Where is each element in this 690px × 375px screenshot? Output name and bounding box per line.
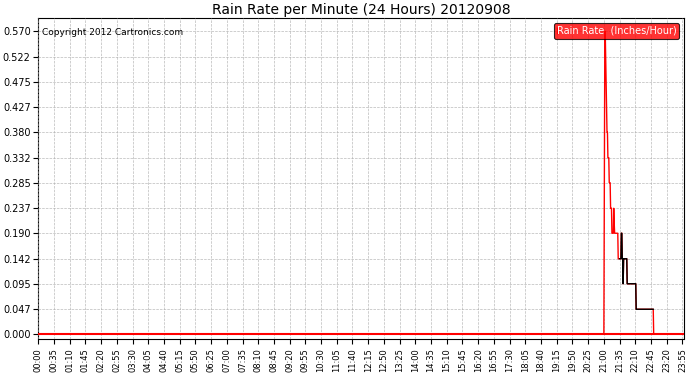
Legend: Rain Rate  (Inches/Hour): Rain Rate (Inches/Hour) <box>554 23 680 39</box>
Text: Copyright 2012 Cartronics.com: Copyright 2012 Cartronics.com <box>41 27 183 36</box>
Title: Rain Rate per Minute (24 Hours) 20120908: Rain Rate per Minute (24 Hours) 20120908 <box>212 3 511 17</box>
